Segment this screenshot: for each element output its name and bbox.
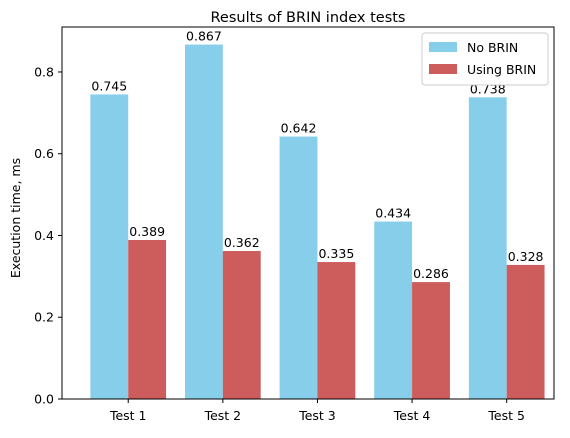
bar-value-label: 0.335: [318, 246, 354, 261]
bar-no-brin: [279, 136, 318, 400]
legend-swatch-using-brin: [429, 64, 457, 74]
x-tick-label: Test 2: [204, 408, 242, 423]
bar-using-brin: [128, 239, 167, 399]
x-tick-label: Test 4: [393, 408, 431, 423]
x-tick-label: Test 1: [109, 408, 147, 423]
y-tick-label: 0.4: [34, 228, 54, 243]
bar-value-label: 0.642: [281, 121, 317, 136]
bar-no-brin: [185, 44, 223, 399]
x-tick-label: Test 5: [487, 408, 525, 423]
axis-ticks: 0.0 0.2 0.4 0.6 0.8 Test 1 Test 2 Test 3 Test 4 T…: [34, 64, 525, 423]
legend-label-no-brin: No BRIN: [467, 40, 518, 55]
bar-value-label: 0.362: [224, 235, 260, 250]
bar-no-brin: [468, 97, 507, 400]
y-tick-label: 0.0: [34, 392, 54, 407]
bar-value-label: 0.328: [508, 249, 544, 264]
bar-no-brin: [374, 221, 413, 399]
bar-value-label: 0.286: [413, 266, 449, 281]
bar-value-label: 0.745: [91, 78, 127, 93]
x-tick-label: Test 3: [298, 408, 336, 423]
bar-value-label: 0.867: [186, 29, 222, 44]
bar-using-brin: [412, 282, 450, 399]
bar-value-label: 0.434: [375, 206, 411, 221]
y-tick-label: 0.2: [34, 310, 54, 325]
chart-title: Results of BRIN index tests: [211, 10, 406, 26]
y-axis-label: Execution time, ms: [8, 158, 23, 278]
legend: No BRIN Using BRIN: [421, 32, 549, 86]
bar-using-brin: [222, 251, 261, 399]
plot-frame: [61, 26, 555, 400]
legend-label-using-brin: Using BRIN: [467, 62, 536, 77]
bar-using-brin: [506, 264, 545, 399]
bar-no-brin: [90, 94, 129, 399]
bar-using-brin: [317, 262, 356, 399]
y-tick-label: 0.6: [34, 146, 54, 161]
y-tick-label: 0.8: [34, 64, 54, 79]
bar-value-label: 0.389: [129, 224, 165, 239]
bars: [90, 44, 545, 400]
bar-data-labels: 0.7450.8670.6420.4340.7380.3890.3620.335…: [91, 29, 543, 282]
legend-swatch-no-brin: [429, 42, 457, 52]
